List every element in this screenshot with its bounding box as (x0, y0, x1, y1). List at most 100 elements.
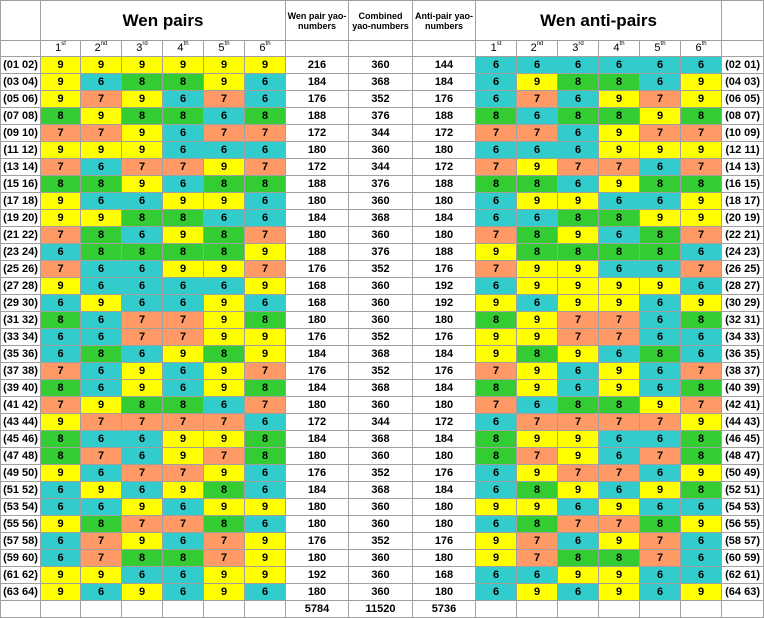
anti-yao-value: 6 (598, 430, 640, 448)
anti-yao-value: 8 (679, 481, 723, 499)
anti-yao-value: 6 (475, 481, 517, 499)
anti-yao-value: 6 (475, 277, 517, 295)
blank-cell (557, 600, 599, 618)
wen-yao-value: 6 (80, 498, 122, 516)
anti-pair-yao-number: 180 (412, 498, 476, 516)
wen-pair-label: (27 28) (0, 277, 41, 295)
anti-yao-value: 9 (557, 192, 599, 210)
anti-yao-value: 6 (475, 515, 517, 533)
wen-yao-value: 6 (80, 464, 122, 482)
anti-yao-value: 9 (598, 277, 640, 295)
ordinal-number: 1 (490, 42, 497, 54)
anti-yao-value: 9 (516, 311, 558, 329)
combined-yao-number: 360 (348, 447, 413, 465)
table-row: (33 34) 6 6 7 7 9 9 176 352 176 9 9 7 7 6 6 (34 33) (0, 328, 764, 346)
anti-yao-value: 6 (557, 124, 599, 142)
table-row: (11 12) 9 9 9 6 6 6 180 360 180 6 6 6 9 9 9 (12 11) (0, 141, 764, 159)
wen-pair-yao-number: 180 (285, 515, 349, 533)
wen-pair-yao-number: 184 (285, 345, 349, 363)
anti-pair-yao-number: 184 (412, 430, 476, 448)
table-row: (13 14) 7 6 7 7 9 7 172 344 172 7 9 7 7 6 7 (14 13) (0, 158, 764, 176)
combined-yao-number: 368 (348, 481, 413, 499)
wen-yao-value: 6 (40, 328, 81, 346)
anti-yao-value: 6 (516, 107, 558, 125)
anti-yao-value: 9 (475, 498, 517, 516)
combined-yao-number: 352 (348, 464, 413, 482)
wen-pair-yao-number: 180 (285, 396, 349, 414)
wen-yao-value: 6 (244, 90, 286, 108)
wen-pair-label: (33 34) (0, 328, 41, 346)
wen-pair-label: (23 24) (0, 243, 41, 261)
anti-yao-value: 6 (598, 481, 640, 499)
anti-pair-label: (40 39) (721, 379, 764, 397)
table-row: (55 56) 9 8 7 7 8 6 180 360 180 6 8 7 7 8 9 (56 55) (0, 515, 764, 533)
anti-yao-value: 9 (557, 294, 599, 312)
wen-ordinal-5: 5th (203, 40, 245, 57)
wen-pair-yao-number: 216 (285, 56, 349, 74)
wen-yao-value: 8 (162, 107, 204, 125)
wen-yao-value: 7 (244, 124, 286, 142)
anti-yao-value: 9 (557, 447, 599, 465)
wen-yao-value: 7 (121, 515, 163, 533)
wen-yao-value: 9 (244, 549, 286, 567)
blank-cell (244, 600, 286, 618)
combined-yao-number: 376 (348, 243, 413, 261)
table-row: (09 10) 7 7 9 6 7 7 172 344 172 7 7 6 9 7 7 (10 09) (0, 124, 764, 142)
anti-yao-value: 9 (557, 226, 599, 244)
wen-yao-value: 6 (203, 277, 245, 295)
wen-yao-value: 8 (162, 396, 204, 414)
anti-yao-value: 9 (475, 243, 517, 261)
wen-yao-value: 8 (121, 396, 163, 414)
anti-yao-value: 8 (475, 430, 517, 448)
wen-yao-value: 9 (203, 362, 245, 380)
anti-yao-value: 8 (639, 175, 681, 193)
anti-pair-yao-number: 192 (412, 294, 476, 312)
wen-yao-value: 8 (121, 209, 163, 227)
wen-yao-value: 6 (121, 277, 163, 295)
table-row: (61 62) 9 9 6 6 9 9 192 360 168 6 6 9 9 6 6 (62 61) (0, 566, 764, 584)
anti-yao-value: 6 (516, 566, 558, 584)
anti-yao-value: 6 (639, 430, 681, 448)
wen-yao-value: 8 (162, 209, 204, 227)
wen-pair-yao-number: 184 (285, 481, 349, 499)
combined-yao-number: 352 (348, 532, 413, 550)
anti-yao-value: 9 (475, 532, 517, 550)
anti-yao-value: 6 (639, 311, 681, 329)
wen-pair-label: (07 08) (0, 107, 41, 125)
wen-pair-label: (17 18) (0, 192, 41, 210)
anti-pair-yao-number: 168 (412, 566, 476, 584)
wen-pair-yao-number: 168 (285, 294, 349, 312)
wen-yao-value: 7 (244, 158, 286, 176)
table-row: (59 60) 6 7 8 8 7 9 180 360 180 9 7 8 8 7 6 (60 59) (0, 549, 764, 567)
ordinal-suffix: rd (578, 41, 584, 48)
anti-yao-value: 8 (679, 311, 723, 329)
anti-yao-value: 7 (557, 328, 599, 346)
anti-yao-value: 6 (679, 549, 723, 567)
wen-yao-value: 8 (203, 345, 245, 363)
anti-yao-value: 7 (475, 158, 517, 176)
wen-yao-value: 9 (244, 498, 286, 516)
anti-yao-value: 9 (679, 583, 723, 601)
anti-yao-value: 9 (557, 430, 599, 448)
wen-yao-value: 7 (162, 328, 204, 346)
wen-pair-yao-number: 168 (285, 277, 349, 295)
table-row: (51 52) 6 9 6 9 8 6 184 368 184 6 8 9 6 9 8 (52 51) (0, 481, 764, 499)
anti-yao-value: 6 (557, 379, 599, 397)
anti-yao-value: 8 (679, 379, 723, 397)
anti-yao-value: 6 (557, 362, 599, 380)
anti-pair-label: (30 29) (721, 294, 764, 312)
wen-yao-value: 7 (121, 413, 163, 431)
combined-yao-number: 344 (348, 413, 413, 431)
wen-yao-value: 7 (121, 158, 163, 176)
wen-pair-label: (43 44) (0, 413, 41, 431)
anti-yao-value: 9 (598, 583, 640, 601)
blank-cell (285, 40, 349, 57)
anti-yao-value: 8 (516, 345, 558, 363)
anti-ordinal-4: 4th (598, 40, 640, 57)
anti-pair-label: (38 37) (721, 362, 764, 380)
anti-yao-value: 8 (639, 226, 681, 244)
wen-pair-yao-number: 176 (285, 532, 349, 550)
anti-yao-value: 8 (679, 430, 723, 448)
wen-yao-value: 6 (40, 532, 81, 550)
wen-yao-value: 8 (203, 515, 245, 533)
